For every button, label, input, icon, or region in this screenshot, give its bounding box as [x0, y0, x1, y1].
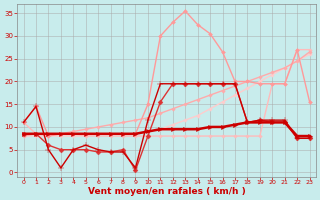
X-axis label: Vent moyen/en rafales ( km/h ): Vent moyen/en rafales ( km/h ) — [88, 187, 245, 196]
